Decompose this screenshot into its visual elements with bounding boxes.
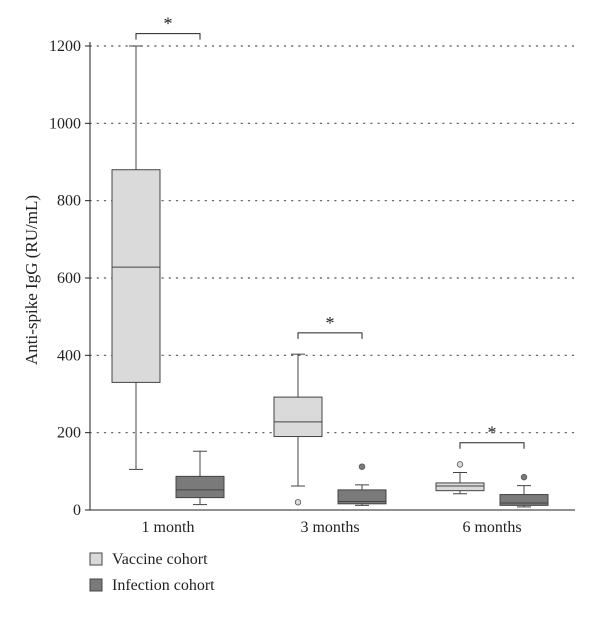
box-vaccine-2: [435, 461, 485, 495]
significance-star: *: [164, 14, 173, 34]
significance-star: *: [488, 423, 497, 443]
significance-annotations: * * *: [135, 14, 525, 449]
y-tick-label: 600: [57, 270, 81, 287]
y-tick-label: 200: [57, 425, 81, 442]
outlier-point: [456, 461, 464, 468]
x-category-label: 3 months: [300, 519, 359, 536]
y-axis-label: Anti-spike IgG (RU/mL): [22, 195, 41, 365]
outlier-point: [358, 463, 366, 470]
gridlines: [89, 45, 576, 434]
legend-swatch: [89, 552, 103, 566]
box-infection-0: [175, 450, 225, 506]
box-vaccine-0: [111, 45, 161, 470]
y-tick-label: 1200: [49, 38, 81, 55]
y-tick-label: 1000: [49, 115, 81, 132]
significance-bracket: [135, 33, 201, 40]
box-iqr: [435, 482, 485, 492]
x-category-label: 1 month: [142, 519, 195, 536]
significance-bracket: [459, 442, 525, 449]
legend-label: Vaccine cohort: [112, 551, 208, 568]
box-iqr: [111, 169, 161, 383]
box-vaccine-1: [273, 353, 323, 506]
legend-label: Infection cohort: [112, 577, 215, 594]
box-infection-1: [337, 463, 387, 506]
outlier-point: [294, 499, 302, 506]
significance-star: *: [326, 313, 335, 333]
outlier-point: [520, 473, 528, 481]
y-axis-ticks: 0 200 400 600 800 1000 1200: [49, 38, 90, 519]
y-tick-label: 400: [57, 347, 81, 364]
box-iqr: [499, 494, 549, 506]
box-infection-2: [499, 473, 549, 508]
y-tick-label: 800: [57, 193, 81, 210]
legend-swatch: [89, 578, 103, 592]
legend: Vaccine cohort Infection cohort: [89, 551, 215, 594]
box-iqr: [175, 475, 225, 499]
box-iqr: [273, 396, 323, 438]
x-category-label: 6 months: [462, 519, 521, 536]
significance-bracket: [297, 332, 363, 339]
boxes: [111, 45, 549, 508]
box-iqr: [337, 489, 387, 505]
y-tick-label: 0: [73, 502, 81, 519]
x-axis-categories: 1 month 3 months 6 months: [142, 519, 522, 536]
